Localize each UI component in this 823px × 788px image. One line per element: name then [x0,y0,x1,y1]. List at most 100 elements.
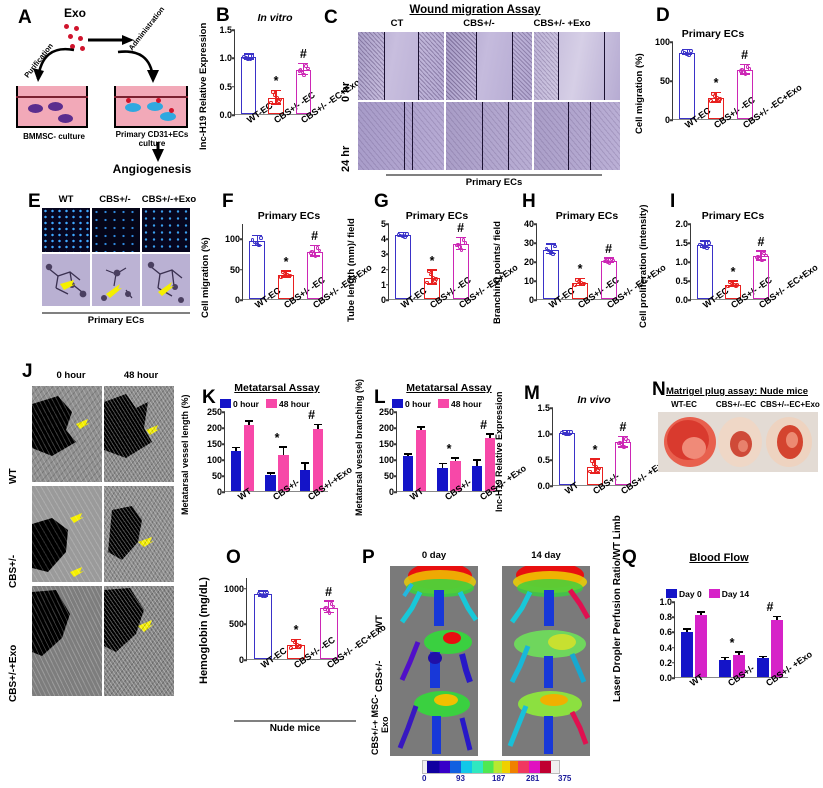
error-cap [739,63,750,66]
error-cap [281,270,291,272]
data-point [567,432,571,437]
metatarsal-cbs-48hour [104,486,174,582]
panel-f-ylabel: Cell migration (%) [200,237,211,318]
panel-e-footer: Primary ECs [87,315,145,326]
panel-d-title: Primary ECs [681,28,745,40]
data-point [261,593,266,598]
colorbar-tick-93: 93 [456,774,465,783]
significance-marker: * [577,262,583,277]
y-tick-mark [232,29,235,31]
bar [319,607,338,659]
bar [719,659,731,677]
y-tick-mark [550,407,553,409]
y-tick-mark [394,411,397,413]
error-cap [252,234,263,237]
panel-c-title: Wound migration Assay [409,4,541,16]
y-tick-mark [386,268,389,271]
bar [254,594,273,659]
error-cap [451,457,460,459]
y-tick-label: 100 [206,455,222,465]
data-point [685,51,690,56]
legend-entry: Day 0 [666,588,702,599]
panel-g: G Primary ECs Tube length (mm)/ field 0 1… [344,192,519,357]
y-tick-mark [232,114,235,116]
panel-j-row-cbs: CBS+/- [8,554,19,588]
y-tick-label: 0.4 [659,642,672,653]
data-point [401,234,406,238]
y-tick-label: 250 [378,407,394,417]
error-bar [304,463,306,470]
legend-swatch [392,399,403,409]
bar [306,251,323,299]
error-cap [590,471,600,474]
doppler-cbs-14day [502,628,590,690]
error-cap [682,627,691,630]
error-bar [327,601,330,614]
panel-k-legend: 0 hour 48 hour [220,398,310,409]
panel-k: K Metatarsal Assay Metatarsal vessel len… [178,362,358,552]
data-point [256,591,261,596]
error-cap [455,236,466,239]
error-cap [773,615,782,618]
dapi-image-wt [42,208,90,252]
data-point [315,246,320,250]
y-tick-label: 0 [234,295,240,305]
panel-m-ylabel: lnc-H19 Relative Expression [494,391,504,512]
error-cap [271,103,281,105]
data-point [278,97,282,102]
data-point [265,590,269,595]
y-tick-label: 0 [238,655,244,665]
colorbar-tick-281: 281 [526,774,540,783]
significance-marker: * [283,254,289,269]
bar [757,658,769,677]
plot-area: 0 1 2 3 4 5 WT-EC * CBS+/- -EC # CBS+/- -EC+Exo [381,219,519,310]
error-cap [291,647,301,650]
data-point [427,269,431,274]
data-point [544,246,549,251]
error-cap [403,453,412,455]
error-cap [711,91,721,94]
y-tick-mark [672,662,675,664]
error-cap [562,429,572,432]
exosome-dot [126,98,131,103]
significance-marker: # [480,418,488,432]
panel-o-chart: 0 500 1000 WT-EC * CBS+/- -EC # CBS+/- -EC+Exo [224,578,387,670]
panel-h-title: Primary ECs [555,210,619,222]
data-point [718,97,722,101]
metatarsal-wt-0hour [32,386,102,482]
y-tick-label: 30 [523,238,534,248]
y-tick-mark [240,299,243,301]
data-point [298,68,303,72]
legend-label: 0 hour [233,398,259,409]
micrograph-cbs-exo-24hr [534,102,620,170]
panel-k-chart: 0 50 100 150 200 250 WT * CBS+/- # CBS+/-+Exo [207,407,354,502]
panel-e-label: E [28,191,41,212]
significance-marker: * [713,76,719,91]
y-tick-label: 1.5 [675,238,688,248]
panel-p-row-wt: WT [374,615,385,630]
panel-p-column-0day: 0 day [421,550,447,561]
doppler-wt-0day [390,566,478,628]
data-point [310,249,314,254]
ec-cell [147,102,163,111]
error-cap [243,53,254,56]
data-point [698,242,703,247]
colorbar-tick-187: 187 [492,774,506,783]
data-point [279,274,284,279]
y-tick-label: 2.0 [675,219,688,229]
mscs-cell [48,102,63,111]
bar [415,429,426,491]
error-cap [438,462,447,465]
panel-l-label: L [374,387,386,408]
data-point [461,238,466,243]
error-bar [760,251,762,261]
panel-p: P 0 day 14 day WT CBS+/- CBS+/-+ MSC-Exo [360,548,615,786]
panel-b-label: B [216,5,230,26]
y-tick-mark [232,57,235,60]
plot-area: 0 50 100 150 200 250 WT * CBS+/- # CBS+/-+Exo [207,407,354,502]
significance-marker: * [293,623,299,638]
panel-o-footer: Nude mice [269,723,321,734]
y-tick-label: 50 [383,471,394,481]
y-tick-mark [386,253,389,256]
y-tick-mark [534,223,537,225]
